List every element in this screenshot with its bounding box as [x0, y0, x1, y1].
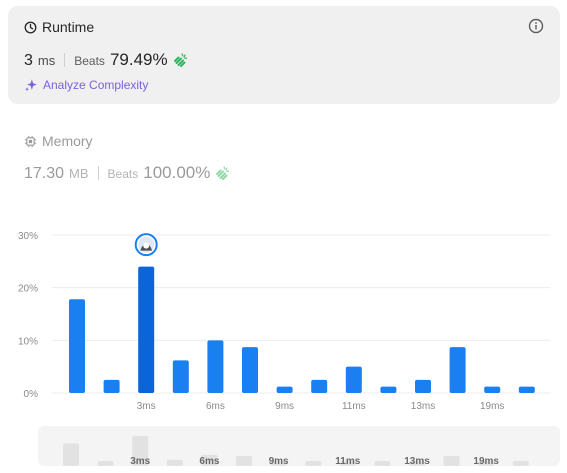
analyze-complexity-link[interactable]: Analyze Complexity [24, 78, 148, 92]
overview-bar [512, 461, 529, 466]
x-tick-label: 6ms [206, 401, 225, 412]
divider [97, 166, 99, 180]
clap-icon [216, 166, 230, 180]
memory-beats-label: Beats [107, 167, 139, 181]
overview-tick-label: 13ms [404, 456, 430, 466]
overview-bar [374, 461, 391, 466]
overview-bar [97, 461, 114, 466]
chart-bar[interactable] [484, 386, 501, 393]
memory-stats: 17.30 MB Beats 100.00% [24, 163, 230, 183]
overview-tick-label: 11ms [335, 456, 360, 466]
runtime-distribution-chart[interactable]: 0% 10% 20% 30% 3ms 6ms 9ms 11ms 13ms 19ms [0, 222, 567, 420]
info-icon[interactable] [528, 18, 544, 34]
overview-bar [339, 461, 356, 466]
runtime-beats-value: 79.49% [109, 50, 168, 69]
chart-bar[interactable] [242, 347, 258, 393]
x-tick-label: 9ms [275, 401, 294, 412]
overview-tick-label: 6ms [199, 456, 219, 466]
chart-bar[interactable] [518, 386, 535, 393]
analyze-complexity-label: Analyze Complexity [43, 78, 149, 92]
runtime-stats: 3 ms Beats 79.49% [24, 50, 188, 70]
chart-bar[interactable] [103, 379, 120, 393]
chart-bar[interactable] [311, 379, 328, 393]
overview-bar [270, 461, 287, 466]
overview-bar [236, 456, 252, 466]
overview-bar [132, 436, 149, 466]
runtime-unit: ms [37, 53, 56, 68]
overview-bar [409, 461, 425, 466]
runtime-header: Runtime [24, 19, 94, 35]
overview-bar [305, 461, 322, 466]
memory-beats-value: 100.00% [143, 163, 211, 182]
y-tick-label: 0% [24, 389, 39, 400]
chart-bar[interactable] [69, 299, 85, 393]
runtime-card[interactable]: Runtime 3 ms Beats 79.49% Analyze Comple… [8, 6, 560, 104]
overview-bar [63, 443, 79, 466]
memory-card[interactable]: Memory 17.30 MB Beats 100.00% [8, 120, 560, 200]
chart-range-selector[interactable]: 3ms 6ms 9ms 11ms 13ms 19ms [38, 426, 560, 466]
overview-tick-label: 3ms [130, 456, 150, 466]
chart-bar[interactable] [380, 386, 397, 393]
chart-bar[interactable] [207, 340, 224, 393]
clock-icon [24, 21, 37, 33]
y-tick-label: 10% [18, 336, 38, 347]
overview-bar [478, 461, 495, 466]
overview-bar [443, 456, 460, 466]
x-tick-label: 13ms [411, 401, 435, 412]
y-tick-label: 20% [18, 284, 38, 295]
overview-chart[interactable]: 3ms 6ms 9ms 11ms 13ms 19ms [38, 426, 560, 466]
x-tick-label: 11ms [342, 401, 366, 412]
memory-header: Memory [24, 133, 93, 149]
memory-unit: MB [69, 166, 89, 181]
memory-title: Memory [42, 133, 93, 149]
sparkle-icon [25, 79, 37, 92]
divider [64, 53, 66, 67]
runtime-value: 3 [24, 52, 33, 69]
chart-bar[interactable] [172, 360, 189, 393]
memory-value: 17.30 [24, 165, 65, 182]
x-tick-label: 3ms [137, 401, 156, 412]
memory-chip-icon [24, 135, 37, 147]
user-avatar-icon [134, 233, 158, 257]
avatar-face [143, 242, 150, 249]
clap-icon [173, 53, 187, 67]
chart-bar[interactable] [345, 366, 362, 393]
runtime-beats-label: Beats [74, 54, 105, 68]
y-tick-label: 30% [18, 231, 38, 242]
runtime-title: Runtime [42, 19, 95, 35]
chart-bar[interactable] [415, 379, 431, 393]
chart-bar[interactable] [449, 347, 466, 393]
overview-bar [201, 454, 218, 466]
overview-tick-label: 19ms [473, 456, 499, 466]
x-tick-label: 19ms [480, 401, 504, 412]
overview-bar [166, 459, 183, 466]
overview-tick-label: 9ms [269, 456, 289, 466]
chart-bar[interactable] [276, 386, 293, 393]
chart-bar[interactable] [138, 266, 155, 393]
